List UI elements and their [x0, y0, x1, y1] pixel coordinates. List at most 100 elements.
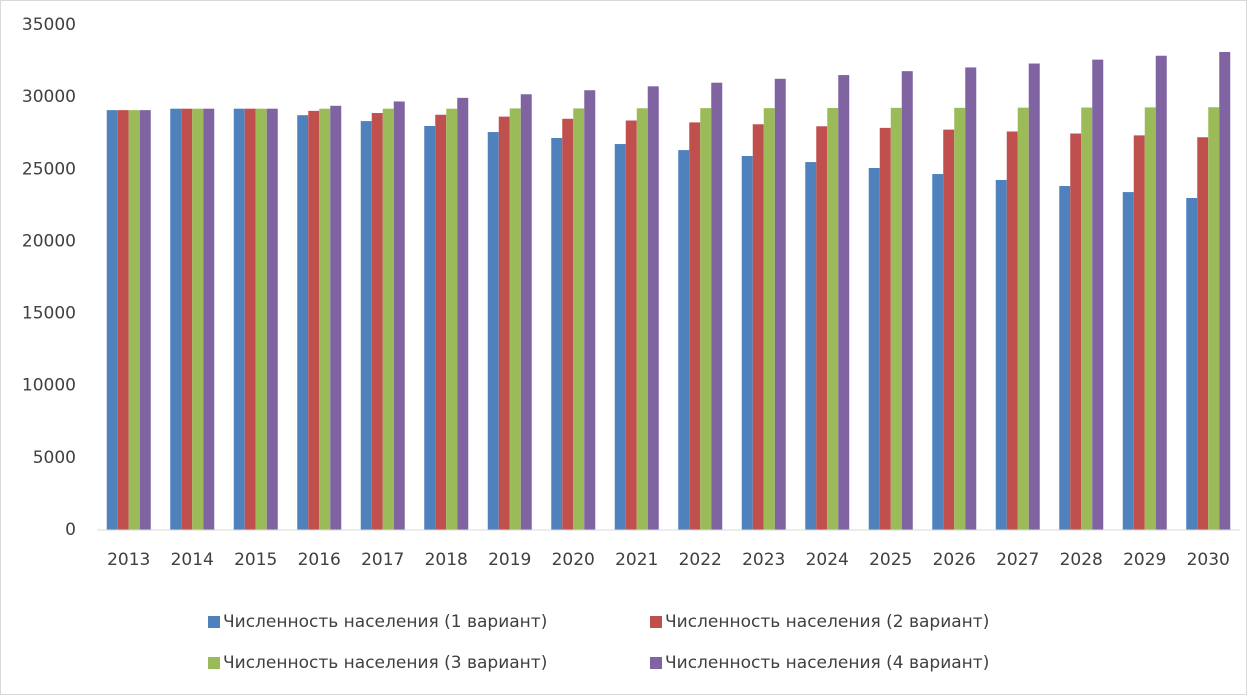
bar — [382, 108, 394, 530]
bar — [139, 110, 151, 530]
x-tick-label: 2028 — [1060, 550, 1103, 570]
x-tick-label: 2030 — [1187, 550, 1230, 570]
x-tick-label: 2029 — [1123, 550, 1166, 570]
bar — [1144, 107, 1156, 530]
bar — [562, 118, 574, 531]
bar — [954, 107, 966, 530]
bar — [584, 90, 596, 531]
bar — [932, 174, 944, 530]
bar — [1122, 192, 1134, 530]
bar — [244, 108, 256, 530]
bar — [689, 122, 701, 531]
y-tick-label: 20000 — [22, 231, 76, 251]
bar — [128, 110, 140, 530]
x-tick-label: 2020 — [552, 550, 595, 570]
bar — [827, 107, 839, 530]
y-tick-label: 30000 — [22, 87, 76, 107]
bar — [1092, 59, 1104, 530]
bar — [1186, 197, 1198, 530]
bar — [117, 110, 129, 530]
x-tick-label: 2013 — [107, 550, 150, 570]
legend-swatch — [650, 657, 662, 669]
x-tick-label: 2025 — [869, 550, 912, 570]
x-tick-label: 2019 — [488, 550, 531, 570]
bar — [1208, 107, 1220, 530]
x-tick-label: 2024 — [806, 550, 849, 570]
bar — [424, 126, 436, 530]
legend-swatch — [650, 616, 662, 628]
bar — [266, 108, 278, 530]
bar — [1219, 51, 1231, 530]
y-tick-label: 5000 — [33, 448, 76, 468]
bar — [711, 82, 723, 530]
bar — [551, 137, 563, 530]
x-tick-label: 2018 — [425, 550, 468, 570]
legend-swatch — [208, 657, 220, 669]
bar — [901, 71, 913, 531]
bar — [805, 162, 817, 531]
bar — [763, 108, 775, 530]
y-tick-label: 15000 — [22, 304, 76, 324]
bar — [498, 116, 510, 530]
bar — [1197, 137, 1209, 531]
bar — [233, 108, 245, 530]
bar — [330, 105, 342, 531]
bar — [943, 129, 955, 530]
x-tick-label: 2015 — [234, 550, 277, 570]
x-tick-label: 2027 — [996, 550, 1039, 570]
x-tick-label: 2021 — [615, 550, 658, 570]
bar — [255, 108, 267, 530]
bar — [170, 108, 182, 530]
bar — [181, 108, 193, 530]
bar — [1133, 135, 1145, 530]
bar — [625, 120, 637, 530]
bar — [435, 114, 447, 530]
bar — [1155, 55, 1167, 531]
bar — [741, 156, 753, 531]
bar — [816, 126, 828, 530]
x-tick-label: 2022 — [679, 550, 722, 570]
bar — [1070, 133, 1082, 530]
bar — [1017, 107, 1029, 530]
bar — [774, 78, 786, 530]
legend-label: Численность населения (1 вариант) — [223, 612, 547, 632]
bar — [106, 110, 118, 530]
bar — [457, 97, 469, 530]
bar — [647, 86, 659, 531]
bar — [838, 75, 850, 531]
x-tick-label: 2023 — [742, 550, 785, 570]
y-tick-label: 10000 — [22, 376, 76, 396]
bar — [509, 108, 521, 530]
bar — [203, 108, 215, 530]
bar — [487, 132, 499, 530]
bar — [1081, 107, 1093, 530]
x-tick-label: 2017 — [361, 550, 404, 570]
legend-label: Численность населения (4 вариант) — [665, 653, 989, 673]
bar — [360, 121, 372, 530]
bar — [1028, 63, 1040, 530]
bar — [636, 108, 648, 530]
x-tick-label: 2026 — [933, 550, 976, 570]
bar — [678, 150, 690, 531]
bar — [520, 94, 532, 530]
bar — [1059, 186, 1071, 530]
bar — [965, 67, 977, 531]
y-tick-label: 25000 — [22, 159, 76, 179]
bar — [614, 144, 626, 531]
x-tick-label: 2016 — [298, 550, 341, 570]
bar — [393, 101, 405, 530]
bar — [890, 107, 902, 530]
bar — [297, 115, 309, 530]
y-tick-label: 0 — [65, 520, 76, 540]
bar — [752, 124, 764, 531]
bar — [308, 110, 320, 530]
legend-label: Численность населения (3 вариант) — [223, 653, 547, 673]
bar — [371, 113, 383, 530]
bar — [995, 179, 1007, 530]
bar — [446, 108, 458, 530]
legend-swatch — [208, 616, 220, 628]
x-tick-label: 2014 — [171, 550, 214, 570]
bar — [319, 108, 331, 530]
bar — [192, 108, 204, 530]
